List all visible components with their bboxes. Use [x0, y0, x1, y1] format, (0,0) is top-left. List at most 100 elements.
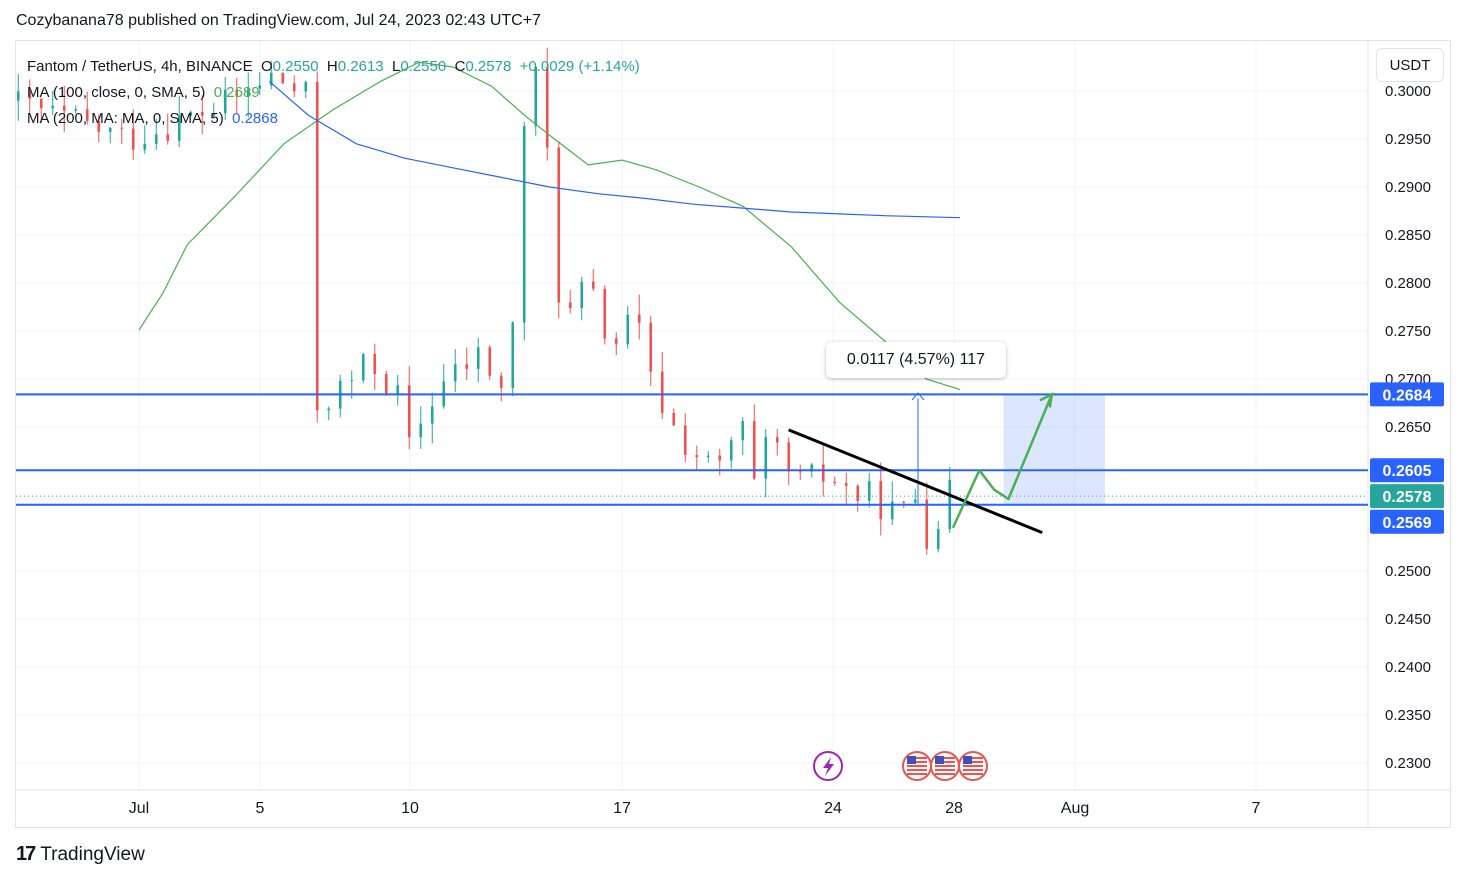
candle	[97, 114, 101, 143]
candle	[844, 472, 848, 505]
y-tick-label: 0.2500	[1385, 563, 1431, 580]
symbol-label[interactable]: Fantom / TetherUS, 4h, BINANCE	[27, 58, 253, 75]
candle	[488, 345, 492, 380]
level-price-badge: 0.2684	[1370, 382, 1444, 407]
candle	[338, 374, 342, 418]
candle	[706, 451, 710, 463]
ma100-label: MA (100, close, 0, SMA, 5)	[27, 84, 206, 101]
y-tick-label: 0.3000	[1385, 83, 1431, 100]
measure-arrow-head	[911, 392, 925, 401]
candle	[131, 109, 135, 160]
ohlc-row: Fantom / TetherUS, 4h, BINANCE O0.2550 H…	[27, 54, 640, 80]
candle	[396, 374, 400, 406]
ma200-row[interactable]: MA (200, MA: MA, 0, SMA, 5) 0.2868	[27, 106, 640, 132]
candle	[890, 481, 894, 525]
candle	[108, 126, 112, 144]
ma200-line[interactable]	[269, 80, 961, 219]
lightning-event-icon[interactable]	[813, 751, 843, 781]
candle	[787, 437, 791, 486]
price-axis[interactable]: 0.30000.29500.29000.28500.28000.27500.27…	[1370, 83, 1444, 772]
candle	[154, 118, 158, 150]
candle	[74, 105, 78, 114]
candle	[269, 60, 273, 90]
time-axis[interactable]: Jul 5 10 17 24 28 Aug 7	[129, 800, 1261, 817]
candle	[28, 79, 32, 115]
candle	[361, 352, 365, 384]
measure-label: 0.0117 (4.57%) 117	[826, 342, 1006, 378]
y-tick-label: 0.2950	[1385, 131, 1431, 148]
candle	[189, 110, 193, 117]
footer-brand[interactable]: 17 TradingView	[16, 843, 145, 866]
candle	[764, 429, 768, 498]
x-tick-label: 17	[613, 800, 631, 817]
event-icons[interactable]	[813, 751, 988, 781]
candle	[499, 372, 503, 402]
change-value: +0.0029 (+1.14%)	[519, 58, 640, 75]
candle	[407, 366, 411, 450]
candle	[614, 332, 618, 356]
candle	[603, 285, 607, 345]
candle	[729, 436, 733, 469]
candle	[545, 47, 549, 161]
candle	[741, 417, 745, 455]
candle	[695, 445, 699, 470]
chart-legend: Fantom / TetherUS, 4h, BINANCE O0.2550 H…	[27, 54, 640, 132]
candle	[442, 364, 446, 409]
plot-area	[16, 47, 1368, 555]
candle	[384, 370, 388, 396]
candle	[327, 406, 331, 421]
candle	[936, 521, 940, 553]
projection-path[interactable]	[951, 393, 1054, 529]
x-tick-label: Aug	[1061, 800, 1089, 817]
candle	[798, 464, 802, 480]
close-value: 0.2578	[465, 58, 512, 75]
low-label: L	[391, 58, 401, 75]
candle	[718, 448, 722, 476]
trendline[interactable]	[788, 428, 1043, 534]
close-label: C	[454, 58, 466, 75]
y-tick-label: 0.2300	[1385, 755, 1431, 772]
brand-name: TradingView	[40, 843, 145, 865]
y-tick-label: 0.2800	[1385, 275, 1431, 292]
candle	[465, 347, 469, 381]
ma100-row[interactable]: MA (100, close, 0, SMA, 5) 0.2689	[27, 80, 640, 106]
us-flag-event-icon[interactable]	[930, 751, 960, 781]
candle	[913, 488, 917, 506]
candle	[373, 343, 377, 390]
candle	[879, 462, 883, 536]
ma100-line[interactable]	[138, 61, 961, 391]
last-price-badge: 0.2578	[1370, 484, 1444, 509]
candle	[281, 72, 285, 85]
candle	[522, 121, 526, 341]
y-tick-label: 0.2350	[1385, 707, 1431, 724]
candle	[672, 408, 676, 427]
candle	[120, 118, 124, 144]
candle	[752, 404, 756, 480]
candle	[683, 413, 687, 463]
candle	[292, 75, 296, 98]
measure-box[interactable]	[1003, 394, 1105, 505]
x-tick-label: Jul	[129, 800, 149, 817]
candle	[925, 482, 929, 555]
candle	[51, 90, 55, 116]
projection-arrow-head	[1039, 392, 1054, 408]
svg-text:0.2578: 0.2578	[1383, 489, 1432, 506]
y-tick-label: 0.2650	[1385, 419, 1431, 436]
open-value: 0.2550	[272, 58, 319, 75]
candle	[580, 276, 584, 321]
tradingview-logo-icon: 17	[16, 843, 36, 865]
y-tick-label: 0.2850	[1385, 227, 1431, 244]
y-tick-label: 0.2900	[1385, 179, 1431, 196]
low-value: 0.2550	[400, 58, 447, 75]
currency-button[interactable]: USDT	[1376, 48, 1444, 82]
x-tick-label: 10	[401, 800, 419, 817]
candle	[85, 91, 89, 125]
candle	[649, 316, 653, 387]
candle	[246, 72, 250, 118]
us-flag-event-icon[interactable]	[902, 751, 932, 781]
candle	[476, 337, 480, 383]
candle	[511, 321, 515, 397]
us-flag-event-icon[interactable]	[958, 751, 988, 781]
candle	[235, 77, 239, 114]
